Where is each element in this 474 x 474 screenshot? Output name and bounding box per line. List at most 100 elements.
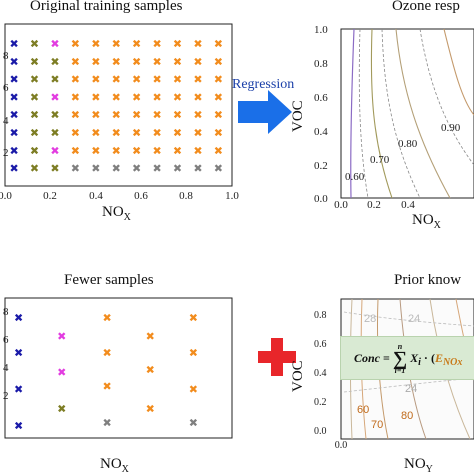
training-sample-marker: ✖ xyxy=(71,127,80,140)
prior-label-24b: 24 xyxy=(405,383,417,395)
formula-e: E xyxy=(434,350,443,365)
training-sample-marker: ✖ xyxy=(112,37,121,50)
prior-knowledge-plot: 0.8 0.6 0.4 0.2 0.0 0.0 28 24 24 60 70 8… xyxy=(290,298,474,474)
tr-ytick-06: 0.6 xyxy=(314,92,328,104)
contour-label-060: 0.60 xyxy=(345,171,365,183)
training-sample-marker: ✖ xyxy=(152,162,161,175)
training-sample-marker: ✖ xyxy=(91,91,100,104)
training-sample-marker: ✖ xyxy=(193,37,202,50)
prior-label-80: 80 xyxy=(401,410,413,422)
br-ytick-08: 0.8 xyxy=(314,310,327,321)
tr-xlabel: NOX xyxy=(412,212,442,231)
fewer-sample-marker: ✖ xyxy=(57,366,66,379)
tr-ytick-04: 0.4 xyxy=(314,126,328,138)
training-sample-marker: ✖ xyxy=(193,109,202,122)
training-sample-marker: ✖ xyxy=(132,127,141,140)
training-sample-marker: ✖ xyxy=(9,55,18,68)
training-sample-marker: ✖ xyxy=(132,37,141,50)
fewer-sample-marker: ✖ xyxy=(14,312,23,325)
bl-ytick-2: 2 xyxy=(3,390,9,402)
training-sample-marker: ✖ xyxy=(91,37,100,50)
training-sample-marker: ✖ xyxy=(132,109,141,122)
tl-ytick-4: 4 xyxy=(3,115,9,127)
fewer-sample-marker: ✖ xyxy=(103,417,112,430)
fewer-sample-marker: ✖ xyxy=(189,347,198,360)
formula-sum-bottom: i=1 xyxy=(394,366,406,375)
tl-xtick-3: 0.6 xyxy=(134,190,148,202)
br-ytick-00: 0.0 xyxy=(314,426,327,437)
training-sample-marker: ✖ xyxy=(112,127,121,140)
training-sample-marker: ✖ xyxy=(50,127,59,140)
training-sample-marker: ✖ xyxy=(9,127,18,140)
training-sample-marker: ✖ xyxy=(173,55,182,68)
training-sample-marker: ✖ xyxy=(71,144,80,157)
tr-ytick-10: 1.0 xyxy=(314,24,328,36)
tr-xtick-2: 0.4 xyxy=(401,199,415,211)
training-sample-marker: ✖ xyxy=(173,91,182,104)
fewer-sample-marker: ✖ xyxy=(103,380,112,393)
training-sample-marker: ✖ xyxy=(173,37,182,50)
tl-ytick-6: 6 xyxy=(3,82,9,94)
training-sample-marker: ✖ xyxy=(152,73,161,86)
contour-065 xyxy=(358,28,369,199)
formula-dot: · xyxy=(423,350,428,365)
prior-dash-1 xyxy=(343,311,474,327)
training-sample-marker: ✖ xyxy=(193,162,202,175)
training-sample-marker: ✖ xyxy=(30,37,39,50)
training-sample-marker: ✖ xyxy=(112,55,121,68)
formula-sum-top: n xyxy=(397,342,403,351)
training-sample-marker: ✖ xyxy=(112,73,121,86)
training-sample-marker: ✖ xyxy=(173,127,182,140)
training-sample-marker: ✖ xyxy=(152,144,161,157)
plus-icon xyxy=(258,338,296,376)
training-sample-marker: ✖ xyxy=(9,162,18,175)
regression-arrow-shape xyxy=(238,90,292,134)
br-ytick-06: 0.6 xyxy=(314,339,327,350)
tr-ytick-00: 0.0 xyxy=(314,193,328,205)
tr-ylabel: VOC xyxy=(290,100,306,132)
contour-label-070: 0.70 xyxy=(370,154,390,166)
training-sample-marker: ✖ xyxy=(30,91,39,104)
training-sample-marker: ✖ xyxy=(9,73,18,86)
tl-ytick-2: 2 xyxy=(3,147,9,159)
contour-085 xyxy=(419,28,474,166)
training-sample-marker: ✖ xyxy=(152,127,161,140)
training-sample-marker: ✖ xyxy=(214,73,223,86)
fewer-sample-marker: ✖ xyxy=(189,383,198,396)
fewer-sample-marker: ✖ xyxy=(103,312,112,325)
training-sample-marker: ✖ xyxy=(132,144,141,157)
ozone-response-plot: 0.90 0.80 0.70 0.60 0.0 0.2 0.4 1.0 0.8 … xyxy=(290,24,474,231)
training-sample-marker: ✖ xyxy=(50,37,59,50)
bl-ytick-6: 6 xyxy=(3,334,9,346)
tl-xlabel: NOX xyxy=(102,204,132,223)
training-sample-marker: ✖ xyxy=(30,55,39,68)
title-prior-knowledge: Prior know xyxy=(394,272,462,288)
training-sample-marker: ✖ xyxy=(132,91,141,104)
training-sample-marker: ✖ xyxy=(91,162,100,175)
training-sample-marker: ✖ xyxy=(214,162,223,175)
title-original-samples: Original training samples xyxy=(30,0,183,14)
prior-label-70: 70 xyxy=(371,419,383,431)
training-sample-marker: ✖ xyxy=(50,91,59,104)
fewer-sample-marker: ✖ xyxy=(14,419,23,432)
formula-e-sub: NOx xyxy=(442,357,463,369)
training-sample-marker: ✖ xyxy=(50,109,59,122)
fewer-samples-frame xyxy=(4,297,233,439)
training-sample-marker: ✖ xyxy=(30,127,39,140)
training-sample-marker: ✖ xyxy=(173,162,182,175)
contour-070 xyxy=(370,28,393,199)
training-sample-marker: ✖ xyxy=(193,55,202,68)
tl-xtick-1: 0.2 xyxy=(43,190,57,202)
formula-paren: ( xyxy=(430,350,435,365)
fewer-sample-marker: ✖ xyxy=(146,330,155,343)
training-sample-marker: ✖ xyxy=(112,109,121,122)
training-sample-marker: ✖ xyxy=(50,162,59,175)
br-ytick-02: 0.2 xyxy=(314,397,327,408)
fewer-sample-marker: ✖ xyxy=(14,383,23,396)
tr-xtick-0: 0.0 xyxy=(334,199,348,211)
prior-label-60: 60 xyxy=(357,404,369,416)
training-sample-marker: ✖ xyxy=(173,109,182,122)
br-xlabel: NOY xyxy=(404,456,433,474)
training-sample-marker: ✖ xyxy=(152,55,161,68)
